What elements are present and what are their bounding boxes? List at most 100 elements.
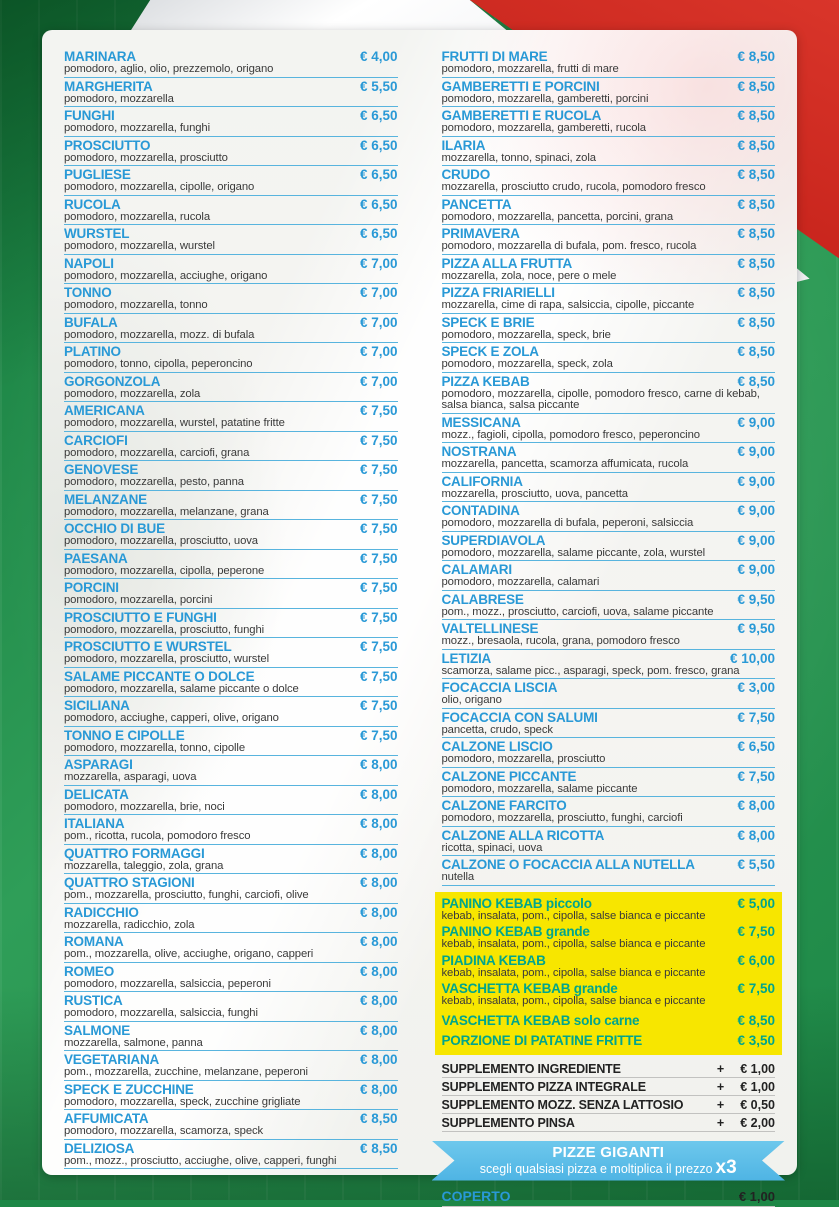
item-price: € 9,50 [737,591,775,607]
item-name: PROSCIUTTO [64,137,151,153]
item-ingredients: pomodoro, aglio, olio, prezzemolo, origa… [64,63,274,75]
item-ingredients: pomodoro, mozzarella, gamberetti, porcin… [441,92,649,105]
item-name: CALIFORNIA [441,473,523,489]
item-ingredients: pom., mozzarella, zucchine, melanzane, p… [64,1066,308,1078]
item-price: € 8,50 [737,49,775,64]
item-price: € 3,50 [737,1032,775,1048]
supplement-price: € 1,00 [740,1079,775,1094]
supplements-section: SUPPLEMENTO INGREDIENTE + € 1,00 SUPPLEM… [441,1061,775,1132]
item-price: € 8,00 [359,904,398,920]
menu-item: PROSCIUTTO E FUNGHI € 7,50 pomodoro, moz… [64,609,398,638]
menu-item: ROMEO € 8,00 pomodoro, mozzarella, salsi… [64,964,398,992]
supplement-plus-sign: + [716,1097,725,1112]
menu-item: QUATTRO STAGIONI € 8,00 pom., mozzarella… [64,876,398,904]
item-price: € 8,00 [737,827,775,843]
menu-item: PANINO KEBAB piccolo € 5,00 kebab, insal… [442,895,776,923]
item-name: GORGONZOLA [64,373,161,389]
item-ingredients: mozzarella, prosciutto, uova, pancetta [441,487,629,500]
item-ingredients: pomodoro, mozzarella, acciughe, origano [64,269,268,282]
item-name: MELANZANE [64,491,147,507]
menu-item: RADICCHIO € 8,00 mozzarella, radicchio, … [64,904,398,933]
item-name: PLATINO [64,344,121,359]
item-ingredients: nutella [441,871,475,883]
menu-item: CALZONE PICCANTE € 7,50 pomodoro, mozzar… [441,768,775,797]
item-name: CALZONE FARCITO [441,798,567,813]
item-name: ASPARAGI [64,757,133,772]
item-ingredients: pomodoro, mozzarella, salame piccante, z… [441,546,706,559]
menu-item: CALABRESE € 9,50 pom., mozz., prosciutto… [441,591,775,620]
coperto-row: COPERTO € 1,00 [441,1188,775,1207]
item-name: AMERICANA [64,403,145,418]
item-name: PORZIONE DI PATATINE FRITTE [441,1032,643,1048]
item-price: € 7,50 [359,698,398,713]
item-name: FUNGHI [64,108,115,123]
menu-item: PANCETTA € 8,50 pomodoro, mozzarella, pa… [441,196,775,225]
item-ingredients: pomodoro, mozzarella, melanzane, grana [64,505,269,518]
item-price: € 7,00 [359,285,398,300]
item-ingredients: pomodoro, mozzarella, frutti di mare [441,63,619,75]
item-ingredients: pom., mozzarella, olive, acciughe, origa… [64,948,314,960]
item-ingredients: pomodoro, mozzarella, speck, zucchine gr… [64,1095,301,1108]
item-price: € 7,50 [737,981,775,996]
menu-item: MARINARA € 4,00 pomodoro, aglio, olio, p… [64,50,398,78]
menu-item: PIZZA FRIARIELLI € 8,50 mozzarella, cime… [441,285,775,314]
item-name: PROSCIUTTO E FUNGHI [64,609,217,625]
item-price: € 9,00 [737,503,775,518]
item-name: PIZZA FRIARIELLI [441,285,555,300]
item-price: € 8,00 [359,1052,398,1067]
item-name: BUFALA [64,314,118,330]
item-price: € 8,50 [737,78,775,94]
item-ingredients: pomodoro, mozzarella, mozz. di bufala [64,328,255,341]
item-price: € 7,50 [359,580,398,595]
menu-item: ITALIANA € 8,00 pom., ricotta, rucola, p… [64,817,398,845]
item-ingredients: pomodoro, mozzarella, prosciutto, uova [64,535,258,547]
item-ingredients: pomodoro, mozzarella, prosciutto [441,753,606,765]
item-name: PROSCIUTTO E WURSTEL [64,639,232,654]
item-price: € 8,00 [359,816,398,831]
item-price: € 10,00 [729,650,775,666]
item-price: € 5,50 [359,78,398,94]
item-price: € 6,50 [359,226,398,241]
menu-item: NAPOLI € 7,00 pomodoro, mozzarella, acci… [64,256,398,284]
item-ingredients: mozzarella, tonno, spinaci, zola [441,151,597,164]
item-ingredients: pomodoro, mozzarella di bufala, peperoni… [441,517,694,529]
menu-item: WURSTEL € 6,50 pomodoro, mozzarella, wur… [64,227,398,255]
item-price: € 8,50 [359,1111,398,1126]
supplement-price: € 1,00 [740,1061,775,1076]
menu-item: CALZONE ALLA RICOTTA € 8,00 ricotta, spi… [441,827,775,856]
supplement-label: SUPPLEMENTO MOZZ. SENZA LATTOSIO [441,1097,684,1112]
item-ingredients: pomodoro, mozzarella, brie, noci [64,800,225,813]
item-name: VEGETARIANA [64,1052,160,1067]
item-name: ILARIA [441,137,486,153]
item-ingredients: mozz., bresaola, rucola, grana, pomodoro… [441,635,680,647]
menu-item: CALIFORNIA € 9,00 mozzarella, prosciutto… [441,473,775,502]
item-ingredients: pomodoro, tonno, cipolla, peperoncino [64,358,253,370]
item-price: € 9,00 [737,444,775,459]
menu-item: CARCIOFI € 7,50 pomodoro, mozzarella, ca… [64,432,398,461]
menu-item: SALMONE € 8,00 mozzarella, salmone, pann… [64,1023,398,1051]
banner-multiplier: x3 [715,1156,737,1178]
item-name: GAMBERETTI E PORCINI [441,78,600,94]
menu-item: SALAME PICCANTE O DOLCE € 7,50 pomodoro,… [64,669,398,697]
item-name: CALZONE PICCANTE [441,768,577,784]
item-name: PANCETTA [441,196,512,212]
item-price: € 8,50 [737,255,775,271]
item-ingredients: mozzarella, pancetta, scamorza affumicat… [441,458,689,470]
item-ingredients: kebab, insalata, pom., cipolla, salse bi… [441,995,706,1007]
menu-column-left: MARINARA € 4,00 pomodoro, aglio, olio, p… [64,50,398,1169]
item-name: CARCIOFI [64,432,128,448]
item-name: CRUDO [441,167,491,182]
item-price: € 9,00 [737,532,775,548]
item-name: PIADINA KEBAB [441,952,546,968]
menu-item: CALZONE O FOCACCIA ALLA NUTELLA € 5,50 n… [441,857,775,886]
menu-item: QUATTRO FORMAGGI € 8,00 mozzarella, tale… [64,846,398,874]
item-ingredients: pomodoro, mozzarella, pancetta, porcini,… [441,210,674,223]
item-ingredients: mozzarella, salmone, panna [64,1036,203,1049]
item-price: € 8,50 [737,226,775,241]
item-price: € 8,50 [737,314,775,330]
item-price: € 4,00 [359,49,398,64]
supplement-label: SUPPLEMENTO INGREDIENTE [441,1061,621,1076]
item-price: € 7,00 [359,373,398,389]
item-price: € 5,00 [737,895,775,911]
item-name: CALZONE O FOCACCIA ALLA NUTELLA [441,857,695,872]
